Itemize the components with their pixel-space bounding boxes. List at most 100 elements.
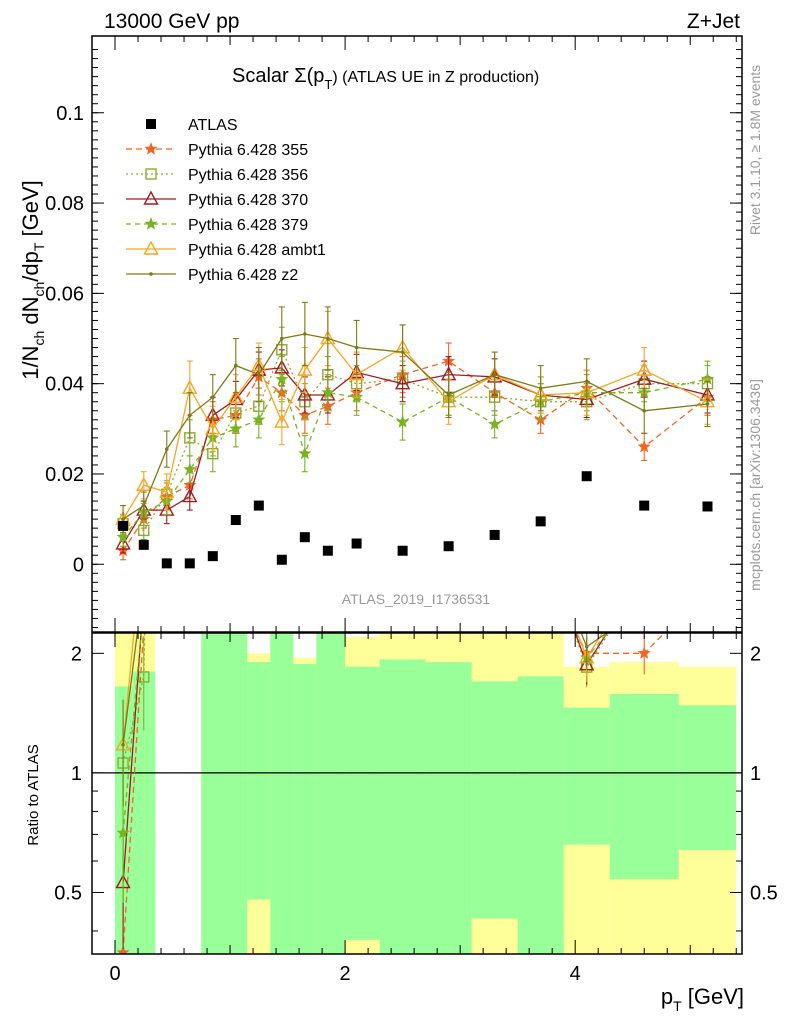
analysis-label: ATLAS_2019_I1736531 [342, 591, 491, 607]
series-point [116, 530, 130, 543]
series-line [122, 360, 708, 552]
ratio-band-inner [425, 662, 472, 954]
series-3 [116, 356, 714, 547]
series-point [164, 447, 169, 451]
legend-marker [144, 217, 158, 230]
series-point [138, 524, 150, 537]
legend-item: Pythia 6.428 379 [126, 217, 308, 234]
x-tick-label: 0 [109, 963, 120, 985]
series-point [229, 421, 243, 435]
header-process-label: Z+Jet [687, 10, 740, 33]
series-point [705, 402, 710, 406]
series-point [492, 372, 497, 377]
series-point [637, 440, 651, 453]
source-label: mcplots.cern.ch [arXiv:1306.3436] [747, 379, 763, 591]
series-point [234, 363, 238, 368]
data-point [443, 541, 454, 552]
ratio-band-inner [247, 662, 271, 900]
series-point [183, 462, 197, 475]
series-point [182, 488, 198, 503]
series-point [354, 345, 359, 350]
legend-label: Pythia 6.428 370 [188, 192, 308, 209]
legend-label: ATLAS [188, 117, 238, 134]
ratio-point [138, 671, 150, 683]
ratio-tick-label-right: 1 [750, 763, 761, 785]
svg-text:1/Nch dNch/dpT [GeV]: 1/Nch dNch/dpT [GeV] [18, 180, 47, 380]
data-point [276, 554, 287, 565]
data-point [184, 558, 195, 569]
ratio-uncertainty-bands [115, 633, 737, 954]
svg-text:Rivet 3.1.10, ≥ 1.8M events: Rivet 3.1.10, ≥ 1.8M events [747, 65, 763, 235]
data-point [702, 501, 713, 512]
series-point [205, 420, 221, 435]
legend-label: Pythia 6.428 356 [188, 167, 308, 184]
series-point [396, 415, 410, 428]
y-axis-label: 1/Nch dNch/dpT [GeV] [18, 180, 47, 380]
svg-text:Ratio to ATLAS: Ratio to ATLAS [25, 744, 42, 845]
x-tick-label: 2 [340, 963, 351, 985]
rivet-label: Rivet 3.1.10, ≥ 1.8M events [747, 65, 763, 235]
y-tick-label: 0.02 [45, 464, 84, 486]
series-point [321, 385, 335, 399]
series-point [394, 375, 411, 390]
series-point [210, 395, 215, 400]
ratio-band-inner [316, 633, 346, 954]
data-point [299, 532, 310, 543]
series-2 [115, 349, 716, 554]
series-line [122, 367, 708, 545]
data-point [207, 551, 218, 562]
series-point [274, 413, 290, 428]
series-point [538, 386, 543, 390]
ratio-panel-frame [91, 632, 743, 955]
series-point [488, 417, 502, 430]
series-5 [120, 301, 711, 534]
x-axis-label: pT [GeV] [661, 984, 744, 1014]
data-point [253, 500, 264, 511]
series-point [159, 483, 175, 498]
legend-item: Pythia 6.428 356 [126, 167, 308, 184]
ratio-tick-label: 0.5 [54, 882, 82, 904]
ratio-band-inner [293, 663, 317, 954]
ratio-axis-label: Ratio to ATLAS [25, 744, 42, 845]
series-line [122, 348, 708, 532]
legend-marker [145, 168, 157, 180]
series-point [115, 535, 131, 550]
main-panel: 0 0.02 0.04 0.06 0.08 0.1 Scalar Σ(pT) (ATLAS… [18, 35, 743, 633]
data-point [489, 529, 500, 540]
legend-label: Pythia 6.428 z2 [188, 267, 298, 284]
series-point [326, 336, 330, 341]
legend-item: Pythia 6.428 370 [126, 190, 308, 209]
ratio-band-inner [563, 707, 610, 845]
main-panel-frame [91, 35, 743, 633]
series-point [303, 332, 307, 336]
ratio-band-inner [471, 681, 518, 919]
series-point [136, 476, 152, 491]
ratio-point [121, 743, 125, 747]
ratio-series-5 [121, 633, 608, 807]
ratio-tick-label: 1 [71, 763, 82, 785]
legend-item: ATLAS [146, 117, 238, 134]
series-4 [115, 310, 716, 534]
ratio-band-inner [345, 666, 380, 940]
series-point [446, 393, 451, 397]
series-point [636, 361, 652, 376]
series-point [298, 446, 312, 460]
header-energy-label: 13000 GeV pp [104, 10, 239, 33]
legend-label: Pythia 6.428 355 [188, 142, 308, 159]
chart-title: Scalar Σ(pT) (ATLAS UE in Z production) [232, 65, 539, 92]
ratio-band-inner [379, 659, 426, 954]
ratio-band-inner [201, 633, 248, 954]
legend-item: Pythia 6.428 z2 [126, 267, 298, 284]
y-tick-label: 0.08 [45, 193, 84, 215]
series-point [642, 408, 647, 413]
data-point [230, 515, 241, 526]
y-tick-label: 0 [73, 554, 84, 576]
series-point [187, 413, 192, 418]
legend-marker [143, 240, 159, 255]
legend: ATLAS Pythia 6.428 355 Pythia 6.428 356 Pyt… [126, 117, 326, 284]
ratio-tick-label: 2 [71, 643, 82, 665]
series-point [228, 388, 244, 403]
data-point [581, 471, 592, 482]
series-point [584, 379, 589, 384]
